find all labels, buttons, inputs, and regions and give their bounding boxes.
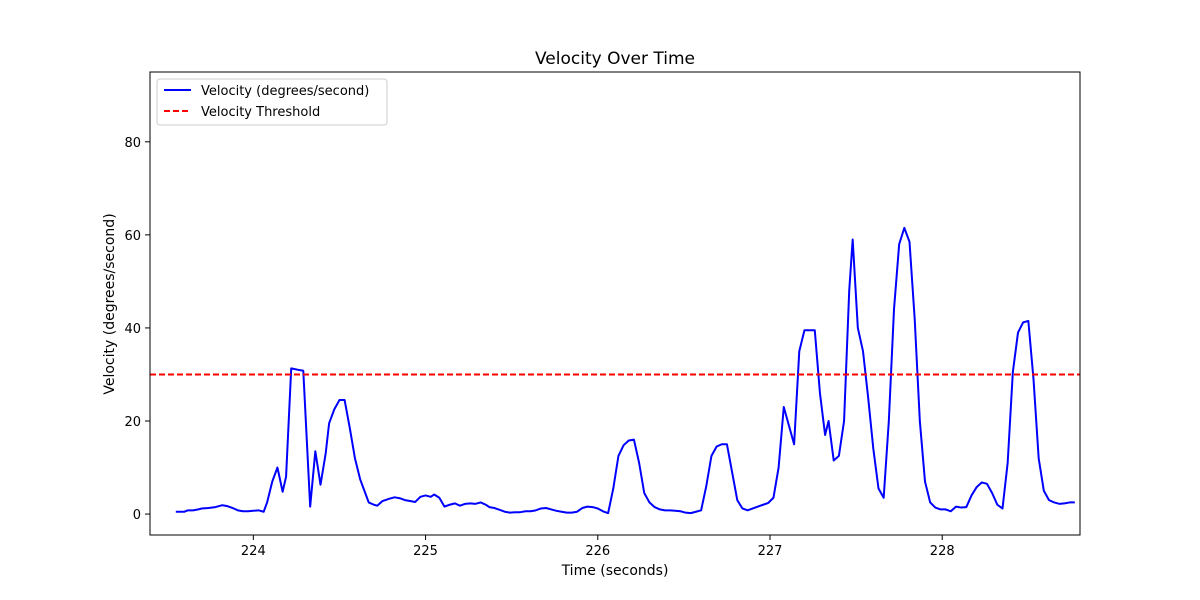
plot-layer [150, 226, 1080, 515]
x-tick-label: 228 [930, 544, 955, 559]
y-tick-label: 40 [124, 322, 141, 337]
y-tick-label: 20 [124, 415, 141, 430]
legend: Velocity (degrees/second) Velocity Thres… [156, 78, 388, 126]
x-tick-label: 225 [413, 544, 438, 559]
legend-velocity-label: Velocity (degrees/second) [201, 84, 369, 99]
legend-threshold-label: Velocity Threshold [201, 105, 320, 120]
x-tick-label: 224 [241, 544, 266, 559]
chart-title: Velocity Over Time [535, 49, 695, 69]
y-tick-label: 0 [133, 508, 141, 523]
x-tick-label: 227 [758, 544, 783, 559]
x-tick-label: 226 [585, 544, 610, 559]
x-axis-label: Time (seconds) [561, 563, 669, 579]
y-axis-label: Velocity (degrees/second) [102, 213, 118, 394]
velocity-series-line [175, 226, 1075, 515]
y-tick-label: 80 [124, 136, 141, 151]
y-tick-label: 60 [124, 229, 141, 244]
ticks-layer: 224 225 226 227 228 0 20 40 60 80 [124, 136, 954, 559]
plot-frame [149, 71, 1081, 536]
legend-box [156, 78, 388, 126]
